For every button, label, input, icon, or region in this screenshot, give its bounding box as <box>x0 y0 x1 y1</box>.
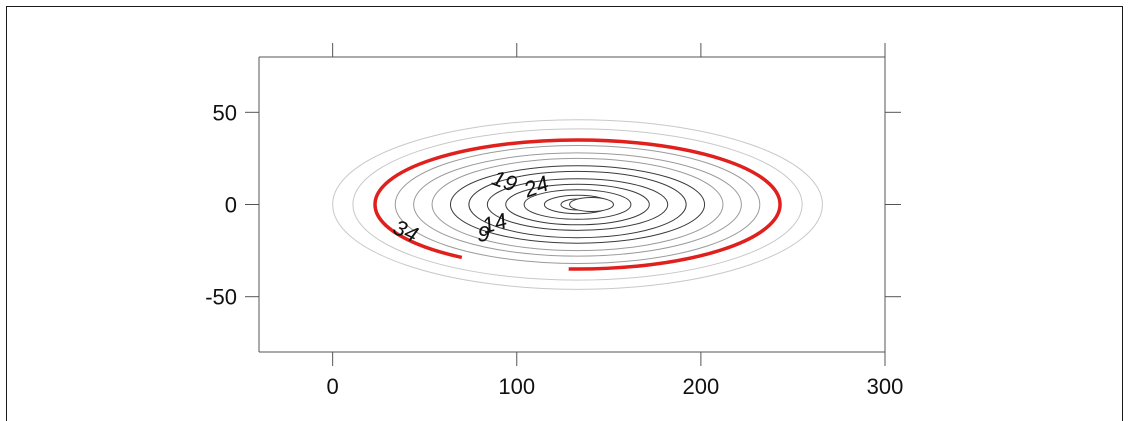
contour-line <box>413 152 742 257</box>
y-tick-label: -50 <box>205 285 237 310</box>
contour-label: 9 <box>477 221 489 246</box>
x-tick-label: 300 <box>867 374 904 399</box>
axes: 0 100 200 300 50 0 -50 <box>205 43 903 399</box>
x-tick-label: 0 <box>327 374 339 399</box>
contour-label: 19 <box>489 165 521 197</box>
contour-line <box>468 170 687 239</box>
contour-label: 14 <box>480 208 510 238</box>
contour-line <box>394 145 761 264</box>
contour-line <box>332 119 823 290</box>
contour-line <box>431 157 724 252</box>
y-tick-label: 50 <box>213 100 237 125</box>
contour-line <box>449 165 706 244</box>
x-tick-label: 200 <box>683 374 720 399</box>
y-tick-label: 0 <box>225 193 237 218</box>
contour-line <box>352 128 803 281</box>
contour-line <box>523 189 632 220</box>
contour-line <box>486 178 669 231</box>
contour-line <box>505 183 650 226</box>
contour-line-highlight <box>373 138 782 271</box>
contour-center <box>569 197 615 212</box>
x-tick-label: 100 <box>498 374 535 399</box>
figure-frame <box>6 6 1123 421</box>
